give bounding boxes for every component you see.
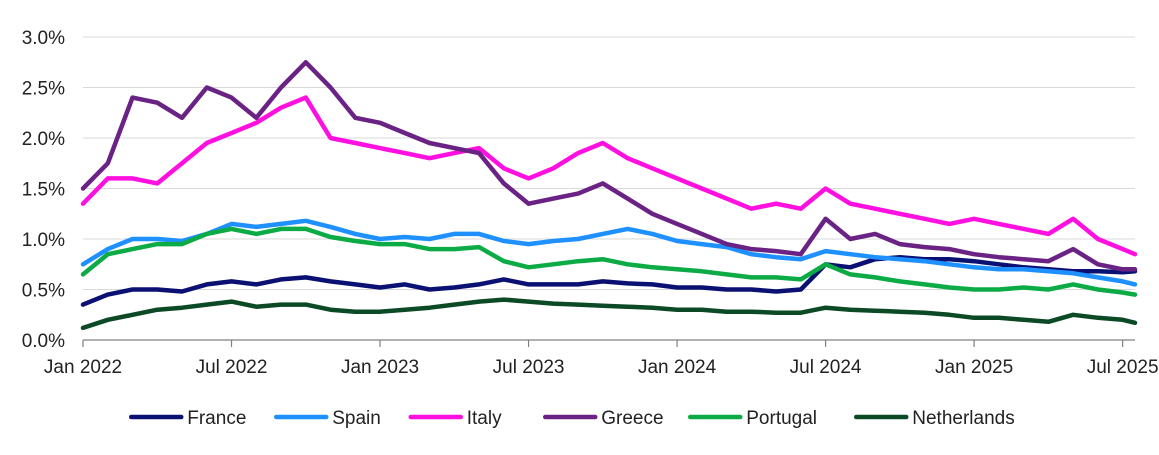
series-line-france	[80, 254, 1138, 307]
gridlines	[83, 36, 1135, 290]
legend-label-france: France	[187, 408, 246, 429]
legend-label-spain: Spain	[332, 408, 381, 429]
x-tick-label: Jan 2023	[341, 357, 419, 378]
y-tick-label: 0.5%	[22, 281, 65, 302]
y-tick-label: 1.0%	[22, 230, 65, 251]
x-tick-label: Jan 2025	[935, 357, 1013, 378]
y-tick-label: 1.5%	[22, 180, 65, 201]
legend: France Spain Italy Greece Portugal Netherland…	[129, 408, 1015, 429]
series-line-spain	[80, 218, 1138, 287]
series-line-netherlands	[80, 297, 1138, 331]
y-tick-label: 2.5%	[22, 79, 65, 100]
x-tick-label: Jul 2024	[790, 357, 862, 378]
axes: 0.0% 0.5% 1.0% 1.5% 2.0% 2.5% 3.0% Jan 2022 Jul …	[22, 28, 1159, 378]
x-tick-label: Jul 2022	[196, 357, 268, 378]
legend-label-greece: Greece	[601, 408, 663, 429]
x-tick-label: Jan 2024	[638, 357, 717, 378]
series-line-portugal	[80, 226, 1138, 297]
y-tick-label: 0.0%	[22, 331, 65, 352]
series-line-italy	[80, 95, 1138, 257]
x-tick-label: Jul 2023	[493, 357, 565, 378]
y-tick-label: 3.0%	[22, 28, 65, 49]
y-tick-label: 2.0%	[22, 129, 65, 150]
series-lines	[80, 60, 1138, 331]
legend-label-netherlands: Netherlands	[912, 408, 1014, 429]
legend-label-italy: Italy	[467, 408, 502, 429]
x-tick-label: Jul 2025	[1087, 357, 1159, 378]
series-line-greece	[80, 60, 1138, 272]
legend-label-portugal: Portugal	[746, 408, 817, 429]
x-tick-label: Jan 2022	[44, 357, 122, 378]
